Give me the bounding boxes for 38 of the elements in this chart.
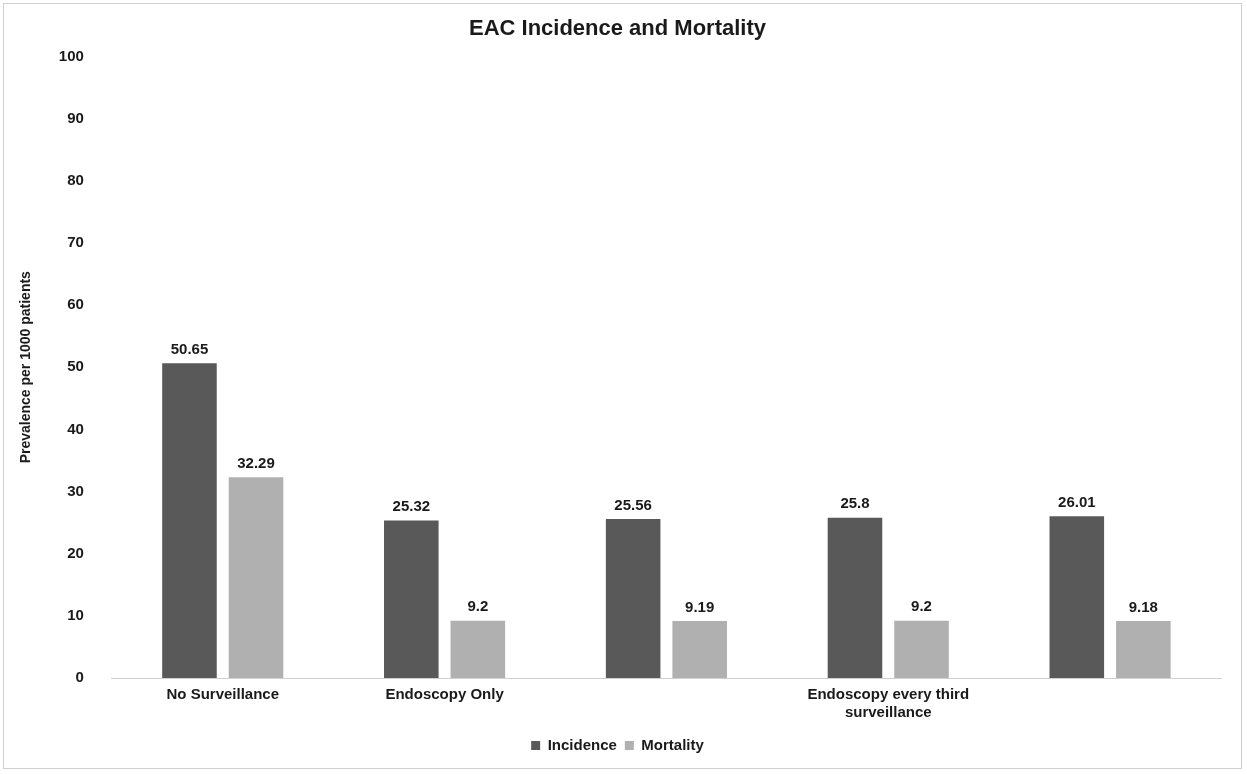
legend-label: Incidence bbox=[547, 735, 617, 753]
y-tick-label: 80 bbox=[67, 170, 84, 188]
data-label: 26.01 bbox=[1058, 492, 1096, 510]
legend-label: Mortality bbox=[641, 735, 705, 753]
data-label: 9.2 bbox=[467, 597, 489, 615]
y-axis-title: Prevalence per 1000 patients bbox=[17, 270, 34, 464]
bar bbox=[672, 620, 727, 678]
data-label: 25.56 bbox=[614, 495, 652, 513]
y-tick-label: 20 bbox=[67, 543, 84, 561]
x-tick-label: Endoscopy every third surveillance bbox=[807, 685, 970, 721]
data-label: 32.29 bbox=[237, 453, 275, 471]
y-tick-label: 30 bbox=[67, 481, 84, 499]
bar bbox=[228, 477, 284, 678]
data-label: 9.18 bbox=[1128, 597, 1158, 615]
bar bbox=[450, 620, 506, 678]
data-label: 25.8 bbox=[840, 494, 870, 512]
y-tick-label: 0 bbox=[75, 668, 84, 686]
bar bbox=[1116, 620, 1171, 678]
y-tick-label: 60 bbox=[67, 295, 84, 313]
data-label: 9.19 bbox=[685, 597, 715, 615]
bar bbox=[384, 520, 439, 678]
y-tick-label: 40 bbox=[67, 419, 84, 437]
x-tick-label: Endoscopy Only bbox=[385, 685, 505, 703]
data-label: 9.2 bbox=[911, 597, 932, 615]
x-tick-label: No Surveillance bbox=[166, 685, 280, 703]
bar bbox=[605, 519, 661, 678]
y-tick-label: 50 bbox=[67, 357, 84, 375]
data-label: 50.65 bbox=[170, 339, 209, 357]
y-tick-label: 90 bbox=[67, 108, 84, 126]
y-tick-label: 70 bbox=[67, 233, 84, 251]
chart-title: EAC Incidence and Mortality bbox=[468, 15, 767, 41]
y-tick-label: 10 bbox=[67, 605, 84, 623]
bar bbox=[162, 363, 217, 678]
bar bbox=[1049, 516, 1105, 678]
y-tick-label: 100 bbox=[58, 46, 84, 64]
data-label: 25.32 bbox=[392, 497, 431, 515]
bar bbox=[827, 517, 883, 678]
bar bbox=[894, 620, 949, 678]
